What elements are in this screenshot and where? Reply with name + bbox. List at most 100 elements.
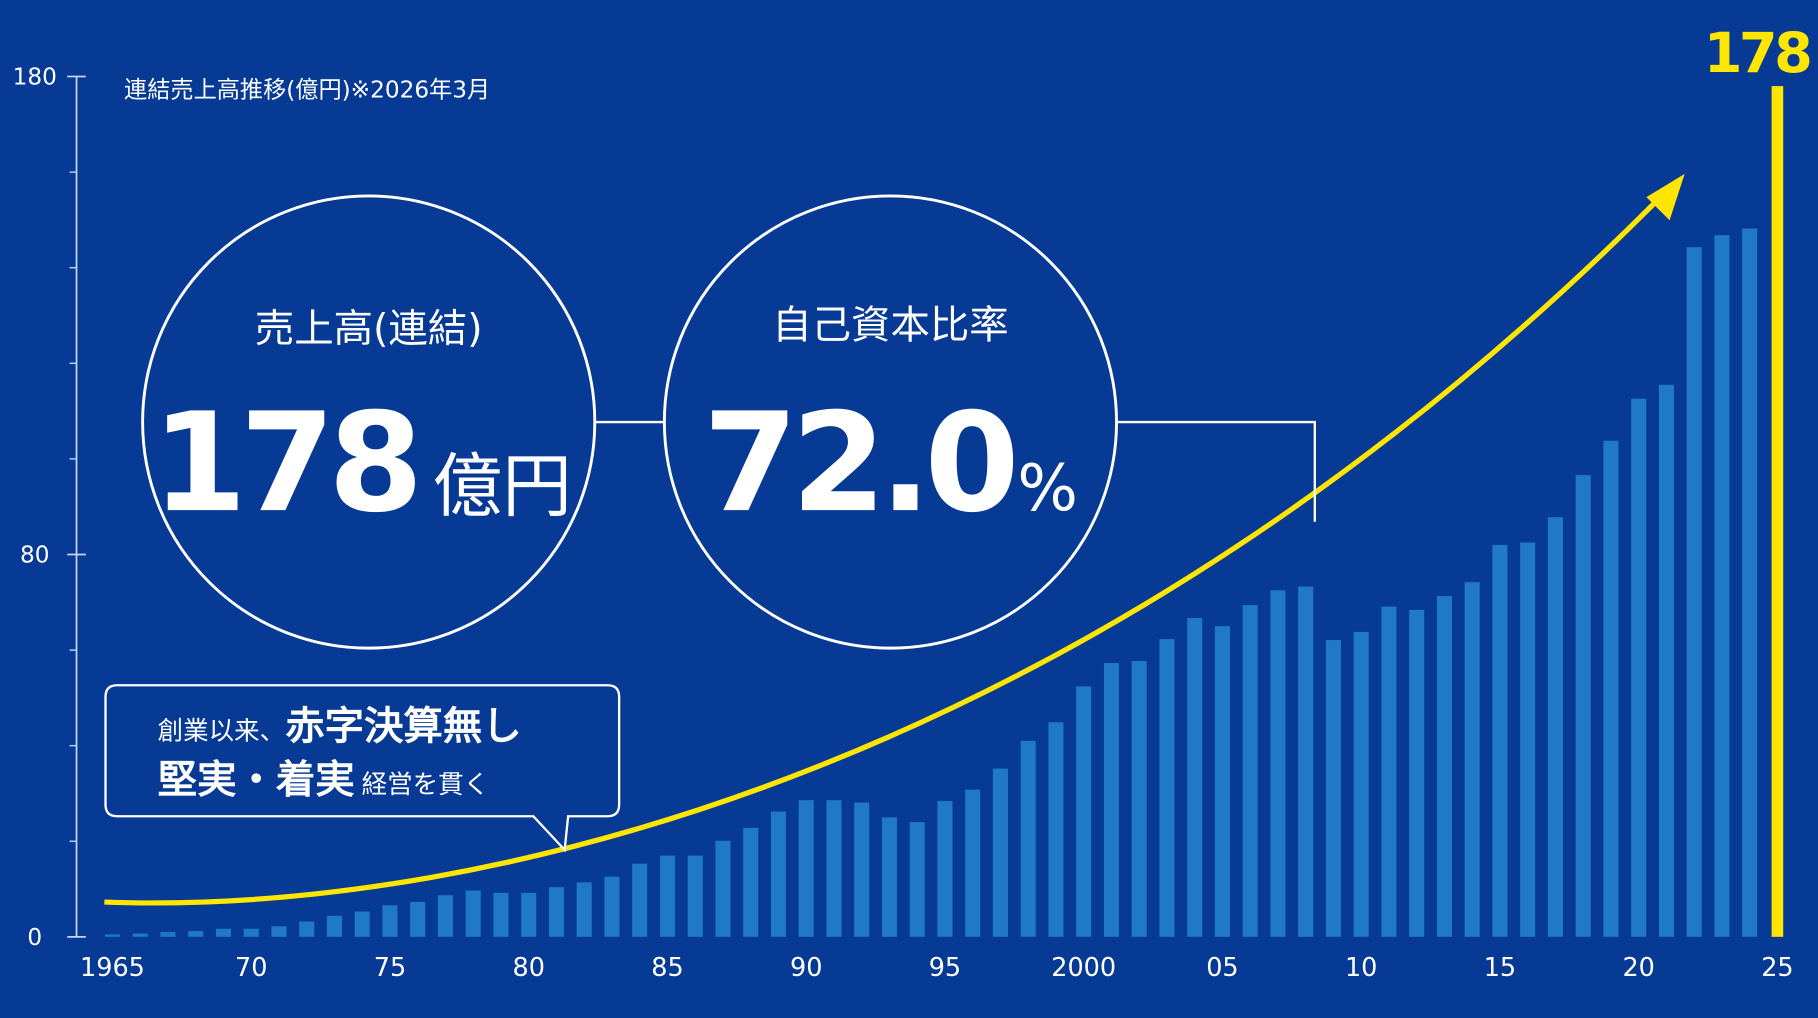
bar <box>104 934 121 937</box>
bar <box>354 911 370 937</box>
callout-box <box>104 684 621 853</box>
bar <box>215 928 231 937</box>
bar <box>1353 631 1369 937</box>
bar <box>632 863 648 937</box>
x-tick-label: 05 <box>1206 953 1238 983</box>
bar <box>1603 440 1619 937</box>
bar <box>465 890 481 937</box>
bar <box>188 931 204 937</box>
bar <box>1464 582 1480 937</box>
bar <box>1409 609 1425 937</box>
bar <box>1714 235 1730 937</box>
bar <box>1076 686 1092 937</box>
bars: 0 80 180 1965 70 75 80 85 90 95 2000 05 10 15 20 25 <box>13 64 1794 984</box>
bar <box>1159 639 1175 937</box>
bar <box>1325 640 1341 937</box>
trend-arrow <box>104 186 1672 906</box>
y-tick-label: 80 <box>20 542 50 569</box>
bar <box>1547 517 1563 937</box>
sales-figure: 178 億円 <box>152 384 572 543</box>
bar <box>604 876 620 937</box>
x-tick-label: 20 <box>1622 953 1654 983</box>
bar <box>521 892 537 937</box>
bar <box>1214 626 1230 937</box>
bar <box>770 811 786 937</box>
callout-emphasis: 赤字決算無し <box>285 704 521 750</box>
equity-circle <box>662 194 1118 650</box>
bar <box>826 800 842 937</box>
bar <box>1131 661 1147 937</box>
y-tick-label: 180 <box>13 64 57 91</box>
bar <box>687 855 703 937</box>
x-tick-label: 80 <box>512 953 544 983</box>
bar <box>1048 722 1064 937</box>
bar <box>1492 544 1508 937</box>
bar <box>548 887 564 937</box>
x-tick-label: 25 <box>1761 953 1793 983</box>
x-tick-label: 15 <box>1484 953 1516 983</box>
bar <box>659 855 675 937</box>
equity-figure: 72.0% <box>703 384 1078 543</box>
value-label: 178 <box>1704 21 1810 86</box>
bar <box>132 933 148 937</box>
sales-unit: 億円 <box>433 446 572 527</box>
bar <box>1242 605 1258 937</box>
x-tick-label: 90 <box>790 953 822 983</box>
bar <box>1270 590 1286 937</box>
bar <box>437 895 453 937</box>
connector <box>1116 420 1316 522</box>
bar <box>1020 740 1036 937</box>
bar <box>382 905 398 937</box>
bar <box>743 827 759 937</box>
x-tick-label: 10 <box>1345 953 1377 983</box>
x-tick-label: 85 <box>651 953 683 983</box>
bar <box>1742 228 1758 937</box>
bar <box>1103 662 1119 937</box>
callout-line: 堅実・着実 経営を貫く <box>158 757 490 803</box>
bar <box>243 928 259 937</box>
bar <box>1631 398 1647 937</box>
bar <box>881 817 897 937</box>
bar <box>271 926 287 937</box>
bar <box>1658 384 1674 937</box>
bar <box>299 921 315 937</box>
bar <box>160 932 176 937</box>
x-tick-label: 95 <box>929 953 961 983</box>
bar <box>937 801 953 937</box>
bar <box>1381 606 1397 937</box>
equity-unit: % <box>1017 452 1078 526</box>
bar <box>854 802 870 937</box>
bar <box>1520 542 1536 937</box>
bar <box>410 901 426 937</box>
sales-label: 売上高(連結) <box>255 306 483 352</box>
callout-emphasis: 堅実・着実 <box>158 757 355 803</box>
callout-line: 創業以来、赤字決算無し <box>158 704 522 750</box>
bar <box>1436 596 1452 937</box>
bar <box>1771 86 1784 937</box>
y-tick-label: 0 <box>27 924 42 951</box>
callout-text: 経営を貫く <box>362 770 490 800</box>
bar <box>965 789 981 937</box>
bar <box>576 882 592 937</box>
bar <box>1298 586 1314 937</box>
x-tick-label: 1965 <box>80 953 145 983</box>
arrow-head <box>1646 173 1685 221</box>
bar <box>1575 475 1591 937</box>
sales-value: 178 <box>152 384 417 543</box>
bar <box>992 768 1008 937</box>
x-tick-label: 70 <box>235 953 267 983</box>
bar <box>493 892 509 937</box>
bar <box>909 822 925 937</box>
equity-label: 自己資本比率 <box>772 303 1008 349</box>
sales-circle <box>141 194 597 650</box>
x-tick-label: 75 <box>374 953 406 983</box>
callout-text: 創業以来、 <box>158 717 286 747</box>
chart-title: 連結売上高推移(億円)※2026年3月 <box>124 76 490 103</box>
x-tick-label: 2000 <box>1051 953 1116 983</box>
bar <box>1686 247 1702 937</box>
bar <box>798 800 814 937</box>
bar <box>715 840 731 937</box>
bar <box>1187 618 1203 937</box>
bar <box>326 915 342 937</box>
equity-value: 72.0 <box>703 384 1013 543</box>
